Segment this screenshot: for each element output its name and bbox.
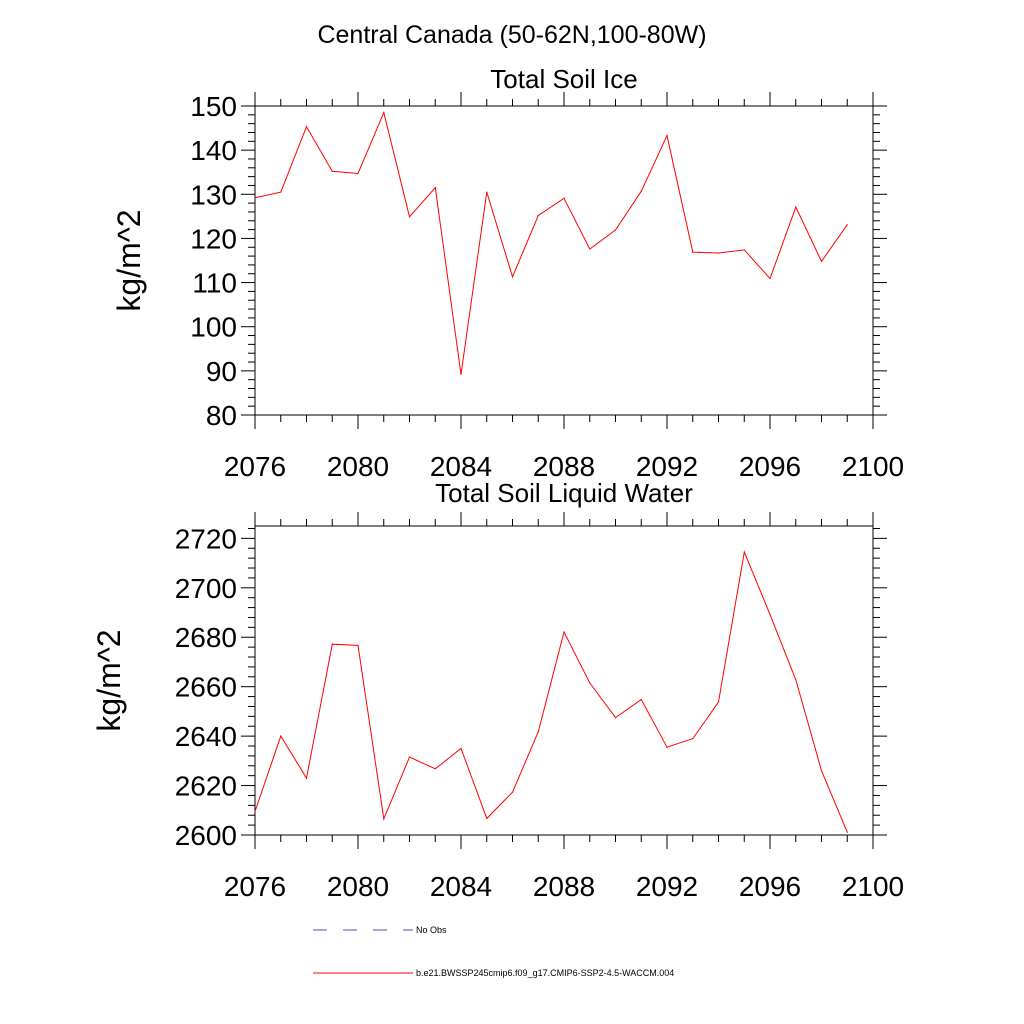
data-point xyxy=(666,134,668,137)
y-axis-label: kg/m^2 xyxy=(111,209,147,311)
data-point xyxy=(743,551,745,553)
y-tick-label: 110 xyxy=(192,268,237,299)
data-point xyxy=(769,613,771,616)
legend-label-model-run: b.e21.BWSSP245cmip6.f09_g17.CMIP6-SSP2-4… xyxy=(416,968,674,978)
data-point xyxy=(460,373,462,375)
x-tick-label: 2096 xyxy=(739,451,801,482)
y-tick-label: 120 xyxy=(190,223,237,254)
data-point xyxy=(331,643,333,645)
y-tick-label: 130 xyxy=(190,179,237,210)
data-point xyxy=(408,756,411,758)
y-tick-label: 90 xyxy=(206,356,237,387)
data-point xyxy=(717,252,720,254)
x-tick-label: 2088 xyxy=(533,451,595,482)
panel-total-soil-ice: Total Soil Ice 80 90 100 110 120 130 140 150 2076… xyxy=(111,64,904,482)
data-point xyxy=(511,791,514,793)
x-tick-label: 2088 xyxy=(533,871,595,902)
data-point xyxy=(589,248,591,250)
page-title: Central Canada (50-62N,100-80W) xyxy=(317,21,706,49)
panel-total-soil-liquid-water: Total Soil Liquid Water 2600 2620 2640 2660 2… xyxy=(91,478,904,902)
data-point xyxy=(383,818,385,820)
data-point xyxy=(795,206,797,208)
data-point xyxy=(743,249,745,251)
x-tick-label: 2100 xyxy=(842,451,904,482)
x-tick-label: 2080 xyxy=(327,451,389,482)
series-line xyxy=(254,111,848,375)
data-point xyxy=(614,716,617,719)
data-point xyxy=(280,191,282,193)
data-point xyxy=(305,777,308,779)
x-tick-label: 2084 xyxy=(430,871,492,902)
y-tick-label: 2600 xyxy=(175,820,237,851)
data-point xyxy=(846,831,848,833)
data-point xyxy=(795,679,797,681)
y-tick-label: 100 xyxy=(190,312,237,343)
y-tick-label: 2660 xyxy=(175,672,237,703)
data-point xyxy=(357,172,359,175)
data-point xyxy=(357,644,359,646)
y-tick-label: 80 xyxy=(206,400,237,431)
data-point xyxy=(486,817,488,820)
x-tick-label: 2100 xyxy=(842,871,904,902)
data-point xyxy=(408,216,411,218)
data-point xyxy=(486,191,488,193)
data-point xyxy=(434,187,436,189)
data-point xyxy=(511,276,514,278)
x-tick-label: 2076 xyxy=(224,871,286,902)
y-tick-label: 2640 xyxy=(175,721,237,752)
x-tick-label: 2092 xyxy=(636,451,698,482)
data-point xyxy=(640,698,642,701)
series-line xyxy=(254,550,848,833)
chart-title: Total Soil Ice xyxy=(490,64,637,94)
data-point xyxy=(589,682,591,684)
data-point xyxy=(537,731,539,733)
legend-label-no-obs: No Obs xyxy=(416,925,447,935)
data-point xyxy=(383,112,385,114)
data-point xyxy=(692,737,694,740)
data-point xyxy=(563,631,565,633)
data-point xyxy=(254,197,256,199)
data-point xyxy=(666,746,668,748)
data-point xyxy=(254,810,256,813)
y-tick-label: 2700 xyxy=(175,573,237,604)
data-point xyxy=(563,197,565,199)
legend: No Obs b.e21.BWSSP245cmip6.f09_g17.CMIP6… xyxy=(313,925,674,978)
y-tick-label: 2620 xyxy=(175,771,237,802)
data-point xyxy=(460,747,462,750)
x-tick-label: 2096 xyxy=(739,871,801,902)
y-tick-label: 2680 xyxy=(175,622,237,653)
data-point xyxy=(434,768,436,770)
data-point xyxy=(769,277,771,280)
data-point xyxy=(614,229,617,231)
data-point xyxy=(305,126,308,128)
x-tick-label: 2076 xyxy=(224,451,286,482)
x-tick-label: 2092 xyxy=(636,871,698,902)
data-point xyxy=(717,701,720,703)
x-tick-label: 2080 xyxy=(327,871,389,902)
data-point xyxy=(692,251,694,253)
plot-frame xyxy=(254,105,874,416)
x-tick-label: 2084 xyxy=(430,451,492,482)
data-point xyxy=(537,214,539,217)
chart-title: Total Soil Liquid Water xyxy=(435,478,693,508)
data-point xyxy=(820,260,823,262)
y-tick-label: 2720 xyxy=(175,523,237,554)
data-point xyxy=(280,735,282,737)
y-tick-label: 150 xyxy=(190,91,237,122)
y-axis-label: kg/m^2 xyxy=(91,629,127,731)
data-point xyxy=(640,190,642,192)
data-point xyxy=(331,170,333,172)
plot-frame xyxy=(254,525,874,836)
y-tick-label: 140 xyxy=(190,135,237,166)
data-point xyxy=(820,770,823,772)
data-point xyxy=(846,224,848,226)
